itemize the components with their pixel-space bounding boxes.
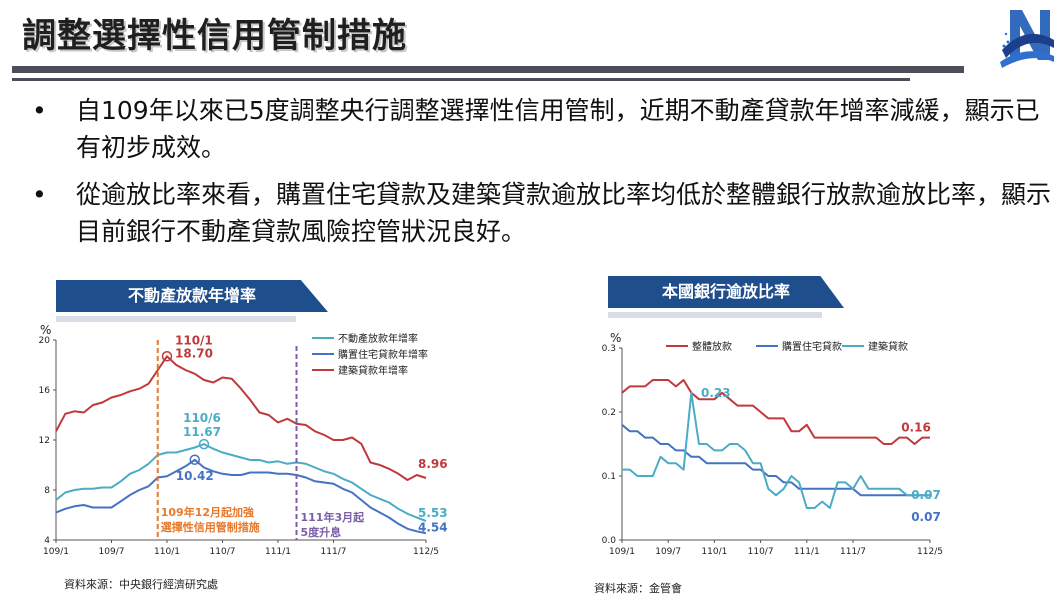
x-tick-label: 111/1 <box>794 547 820 557</box>
bullet-item: • 從逾放比率來看，購置住宅貸款及建築貸款逾放比率均低於整體銀行放款逾放比率，顯… <box>24 176 1054 250</box>
legend-label: 購置住宅貸款年增率 <box>338 348 428 361</box>
data-label: 0.23 <box>701 386 731 400</box>
y-tick-label: 16 <box>39 386 51 396</box>
legend-label: 整體放款 <box>692 340 732 353</box>
y-axis-label: % <box>610 331 621 345</box>
x-tick-label: 109/7 <box>655 547 681 557</box>
legend-label: 建築貸款 <box>868 340 908 353</box>
x-tick-label: 111/1 <box>265 547 291 557</box>
data-label: 0.16 <box>901 421 931 435</box>
series-line-3 <box>55 355 427 481</box>
loan-growth-chart: % 4 8 12 16 20 109/1 109/7 110/1 110/7 111/1 111/7 1… <box>39 323 448 557</box>
data-label: 4.54 <box>418 520 448 534</box>
data-label: 110/1 <box>175 333 213 347</box>
title-divider-thin <box>12 78 910 81</box>
x-tick-label: 109/7 <box>99 547 125 557</box>
y-tick-label: 4 <box>44 536 50 546</box>
y-tick-label: 0.3 <box>602 344 616 354</box>
series-line-1 <box>55 443 427 522</box>
event-label-line2: 選擇性信用管制措施 <box>161 520 260 534</box>
y-tick-label: 20 <box>39 336 51 346</box>
event-label-line1: 109年12月起加強 <box>161 505 254 519</box>
data-label: 0.07 <box>911 510 941 524</box>
data-label: 11.67 <box>183 425 221 439</box>
right-chart-source: 資料來源：金管會 <box>594 582 682 595</box>
logo-icon <box>1000 10 1054 68</box>
legend-label: 建築貸款年增率 <box>338 364 408 377</box>
data-label: 110/6 <box>183 411 221 425</box>
page-title: 調整選擇性信用管制措施 <box>22 16 407 56</box>
x-tick-label: 112/5 <box>917 547 943 557</box>
series-line-2 <box>55 458 427 535</box>
data-label: 5.53 <box>418 506 448 520</box>
peak-marker <box>161 351 173 362</box>
x-tick-label: 109/1 <box>609 547 635 557</box>
npl-ratio-chart: % 0.0 0.1 0.2 0.3 109/1 109/7 110/1 110/7 111/1 11… <box>602 331 943 557</box>
data-label: 18.70 <box>175 346 213 360</box>
bullet-marker: • <box>32 96 47 125</box>
series-line-1 <box>621 379 930 445</box>
x-tick-label: 110/1 <box>154 547 180 557</box>
x-tick-label: 110/7 <box>748 547 774 557</box>
legend-label: 不動產放款年增率 <box>338 332 418 345</box>
data-label: 10.42 <box>176 469 214 483</box>
y-axis-label: % <box>40 323 51 337</box>
x-tick-label: 110/7 <box>210 547 236 557</box>
bullet-list: • 自109年以來已5度調整央行調整選擇性信用管制，近期不動產貸款年增率減緩，顯… <box>24 92 1054 260</box>
bullet-marker: • <box>32 180 47 209</box>
x-tick-label: 109/1 <box>43 547 69 557</box>
right-chart-tab-label: 本國銀行逾放比率 <box>608 276 844 308</box>
y-tick-label: 0.2 <box>602 408 616 418</box>
x-tick-label: 111/7 <box>321 547 347 557</box>
y-tick-label: 8 <box>44 486 50 496</box>
bullet-text: 從逾放比率來看，購置住宅貸款及建築貸款逾放比率均低於整體銀行放款逾放比率，顯示目… <box>76 180 1052 246</box>
data-label: 8.96 <box>418 457 448 471</box>
bullet-text: 自109年以來已5度調整央行調整選擇性信用管制，近期不動產貸款年增率減緩，顯示已… <box>76 96 1040 162</box>
left-chart-source: 資料來源：中央銀行經濟研究處 <box>64 578 218 591</box>
y-tick-label: 0.0 <box>602 536 617 546</box>
event-label-line2: 5度升息 <box>301 525 342 539</box>
left-chart-tab-label: 不動產放款年增率 <box>56 280 328 312</box>
event-label-line1: 111年3月起 <box>301 510 366 524</box>
title-divider-thick <box>12 66 964 73</box>
x-tick-label: 112/5 <box>413 547 439 557</box>
legend-label: 購置住宅貸款 <box>782 340 842 353</box>
y-tick-label: 12 <box>39 436 50 446</box>
series-line-2 <box>621 424 930 497</box>
peak-marker <box>198 438 210 450</box>
x-tick-label: 110/1 <box>701 547 727 557</box>
series-line-3 <box>622 391 930 509</box>
bullet-item: • 自109年以來已5度調整央行調整選擇性信用管制，近期不動產貸款年增率減緩，顯… <box>24 92 1054 166</box>
data-label: 0.07 <box>911 488 941 502</box>
x-tick-label: 111/7 <box>840 547 866 557</box>
peak-marker <box>189 454 200 465</box>
y-tick-label: 0.1 <box>602 472 616 482</box>
